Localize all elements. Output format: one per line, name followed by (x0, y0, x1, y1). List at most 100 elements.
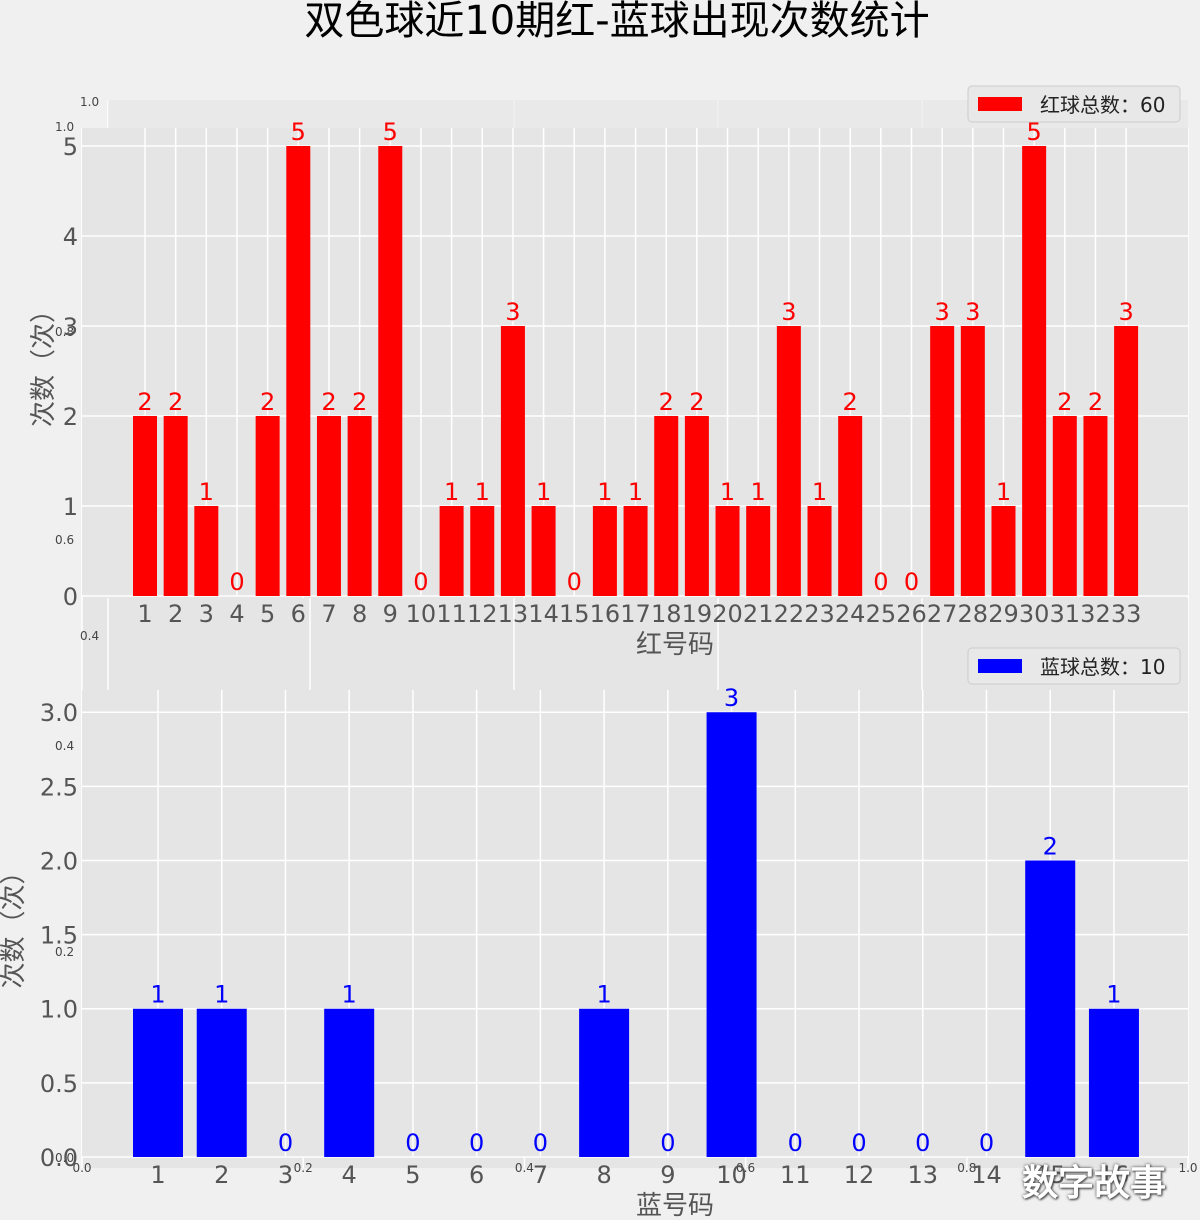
x-tick-label: 4 (229, 600, 244, 628)
bar-value-label: 1 (596, 981, 611, 1009)
x-tick-label: 5 (405, 1161, 420, 1189)
bar-value-label: 0 (533, 1129, 548, 1157)
watermark: 数字故事 (1022, 1163, 1167, 1204)
x-tick-label: 25 (866, 600, 897, 628)
bar (715, 506, 740, 596)
bar-value-label: 3 (724, 684, 739, 712)
x-tick-label: 14 (971, 1161, 1002, 1189)
bar (1022, 146, 1047, 596)
x-tick-label: 10 (716, 1161, 747, 1189)
bar-value-label: 1 (536, 478, 551, 506)
bar (316, 416, 341, 596)
x-tick-label: 21 (743, 600, 774, 628)
background-x-tick: 0.4 (515, 1161, 534, 1175)
x-tick-label: 17 (620, 600, 651, 628)
bar-value-label: 1 (751, 478, 766, 506)
bar-value-label: 2 (352, 388, 367, 416)
background-y-tick: 0.4 (55, 739, 74, 753)
x-tick-label: 8 (352, 600, 367, 628)
x-tick-label: 3 (199, 600, 214, 628)
x-tick-label: 20 (712, 600, 743, 628)
x-tick-label: 9 (660, 1161, 675, 1189)
bar (133, 416, 157, 596)
bar-value-label: 2 (168, 388, 183, 416)
bar (1025, 860, 1076, 1157)
x-tick-label: 28 (958, 600, 989, 628)
legend-swatch (978, 659, 1022, 673)
x-tick-label: 16 (590, 600, 621, 628)
bar-value-label: 0 (873, 568, 888, 596)
y-tick-label: 2 (63, 403, 78, 431)
x-tick-label: 22 (774, 600, 805, 628)
bar (776, 326, 801, 596)
x-tick-label: 3 (278, 1161, 293, 1189)
x-tick-label: 31 (1050, 600, 1081, 628)
background-y-tick: 0.4 (80, 629, 99, 643)
bar-value-label: 1 (475, 478, 490, 506)
legend-box (967, 647, 1181, 685)
bar-value-label: 0 (278, 1129, 293, 1157)
bar (991, 506, 1016, 596)
bar (579, 1008, 630, 1157)
y-tick-label: 3.0 (40, 699, 78, 727)
bar-value-label: 0 (979, 1129, 994, 1157)
bar (500, 326, 525, 596)
bar (1114, 326, 1139, 596)
x-tick-label: 12 (467, 600, 498, 628)
bar (706, 712, 757, 1157)
legend-label: 蓝球总数：10 (1040, 655, 1165, 679)
x-tick-label: 33 (1111, 600, 1142, 628)
bar (684, 416, 709, 596)
y-tick-label: 4 (63, 223, 78, 251)
bar (1088, 1008, 1139, 1157)
x-tick-label: 8 (596, 1161, 611, 1189)
x-tick-label: 24 (835, 600, 866, 628)
bar-value-label: 0 (904, 568, 919, 596)
bar-value-label: 3 (1118, 298, 1133, 326)
x-tick-label: 18 (651, 600, 682, 628)
bar-value-label: 2 (843, 388, 858, 416)
bar-value-label: 3 (965, 298, 980, 326)
x-tick-label: 6 (291, 600, 306, 628)
bar-value-label: 1 (597, 478, 612, 506)
bar (654, 416, 679, 596)
bar-value-label: 5 (383, 118, 398, 146)
bar (746, 506, 771, 596)
y-tick-label: 2.0 (40, 847, 78, 875)
bar-value-label: 2 (689, 388, 704, 416)
bar (807, 506, 832, 596)
bar (194, 506, 219, 596)
x-tick-label: 30 (1019, 600, 1050, 628)
background-y-tick: 1.0 (55, 120, 74, 134)
bar-value-label: 2 (1057, 388, 1072, 416)
bar-value-label: 0 (567, 568, 582, 596)
background-x-tick: 0.2 (294, 1161, 313, 1175)
x-tick-label: 12 (844, 1161, 875, 1189)
bar-value-label: 5 (291, 118, 306, 146)
bar-value-label: 2 (137, 388, 152, 416)
bar-value-label: 0 (660, 1129, 675, 1157)
bar-value-label: 3 (781, 298, 796, 326)
bar-value-label: 1 (812, 478, 827, 506)
plot-area (82, 690, 1188, 1157)
bar (592, 506, 617, 596)
x-tick-label: 27 (927, 600, 958, 628)
bar-value-label: 1 (444, 478, 459, 506)
bar (255, 416, 280, 596)
background-top-tick: 1.0 (80, 95, 99, 109)
x-tick-label: 9 (383, 600, 398, 628)
bar (439, 506, 464, 596)
bar-value-label: 0 (851, 1129, 866, 1157)
x-tick-label: 13 (498, 600, 529, 628)
x-tick-label: 29 (988, 600, 1019, 628)
bar-value-label: 2 (1088, 388, 1103, 416)
bar-value-label: 1 (1106, 981, 1121, 1009)
bar (347, 416, 372, 596)
bar (286, 146, 311, 596)
x-tick-label: 1 (150, 1161, 165, 1189)
x-tick-label: 10 (406, 600, 437, 628)
bar (623, 506, 648, 596)
background-y-tick: 0.0 (55, 1151, 74, 1165)
y-tick-label: 1 (63, 493, 78, 521)
